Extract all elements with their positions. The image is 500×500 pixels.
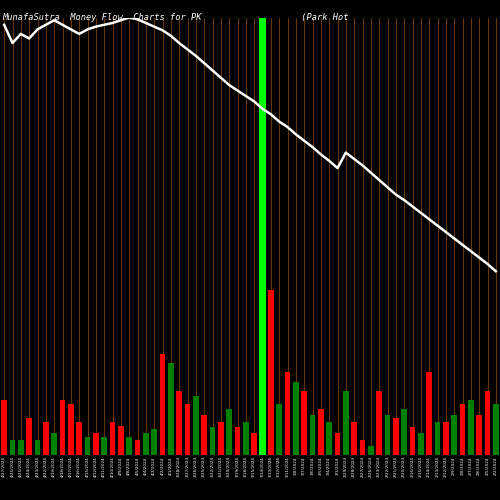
Bar — [226, 409, 232, 455]
Bar — [118, 426, 124, 455]
Bar — [126, 436, 132, 455]
Bar — [418, 433, 424, 455]
Bar — [410, 428, 415, 455]
Bar — [176, 390, 182, 455]
Bar — [152, 430, 157, 455]
Bar — [268, 290, 274, 455]
Bar — [302, 390, 307, 455]
Bar — [276, 404, 282, 455]
Bar — [2, 400, 7, 455]
Bar — [202, 414, 207, 455]
Bar — [160, 354, 165, 455]
Bar — [252, 433, 257, 455]
Bar — [368, 446, 374, 455]
Text: MunafaSutra  Money Flow  Charts for PK                   (Park Hot              : MunafaSutra Money Flow Charts for PK (Pa… — [2, 12, 500, 22]
Bar — [85, 436, 90, 455]
Bar — [376, 390, 382, 455]
Bar — [168, 363, 173, 455]
Bar — [343, 390, 348, 455]
Bar — [460, 404, 465, 455]
Bar — [426, 372, 432, 455]
Bar — [402, 409, 407, 455]
Bar — [193, 396, 198, 455]
Bar — [318, 409, 324, 455]
Bar — [52, 433, 57, 455]
Bar — [326, 422, 332, 455]
Bar — [352, 422, 357, 455]
Bar — [360, 440, 365, 455]
Bar — [93, 433, 98, 455]
Bar — [76, 422, 82, 455]
Bar — [110, 422, 115, 455]
Bar — [243, 422, 248, 455]
Bar — [218, 422, 224, 455]
Bar — [68, 404, 73, 455]
Bar — [335, 433, 340, 455]
Bar — [102, 436, 107, 455]
Bar — [185, 404, 190, 455]
Bar — [310, 414, 315, 455]
Bar — [493, 404, 498, 455]
Bar — [235, 428, 240, 455]
Bar — [393, 418, 398, 455]
Bar — [35, 440, 40, 455]
Bar — [476, 414, 482, 455]
Bar — [135, 440, 140, 455]
Bar — [443, 422, 448, 455]
Bar — [468, 400, 473, 455]
Bar — [43, 422, 49, 455]
Bar — [285, 372, 290, 455]
Bar — [210, 428, 215, 455]
Bar — [385, 414, 390, 455]
Bar — [26, 418, 32, 455]
Bar — [60, 400, 65, 455]
Bar — [18, 440, 24, 455]
Bar — [485, 390, 490, 455]
Bar — [435, 422, 440, 455]
Bar — [143, 433, 148, 455]
Bar — [293, 382, 298, 455]
Bar — [452, 414, 457, 455]
Bar — [10, 440, 15, 455]
Bar — [259, 18, 266, 455]
